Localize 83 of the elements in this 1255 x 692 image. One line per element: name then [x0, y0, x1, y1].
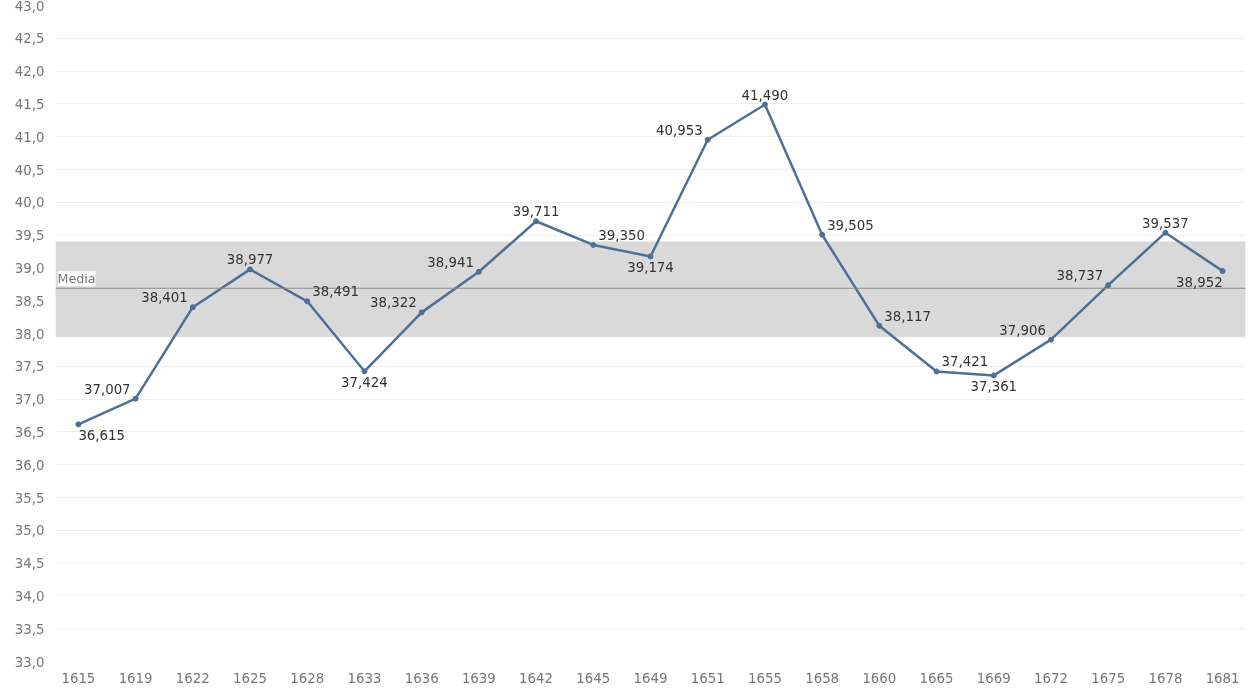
y-tick-label: 36,0	[14, 457, 45, 473]
y-tick-label: 35,0	[14, 523, 45, 539]
text: 41,490	[741, 87, 789, 103]
x-tick-label: 1649	[633, 670, 668, 686]
text: 37,906	[999, 322, 1046, 338]
x-tick-label: 1628	[290, 670, 325, 686]
x-tick-label: 1665	[919, 670, 954, 686]
point	[304, 298, 311, 305]
y-tick-label: 35,5	[14, 490, 45, 506]
text: 39,350	[598, 227, 645, 243]
point	[704, 136, 711, 143]
text: 38,941	[427, 254, 474, 270]
point	[933, 368, 940, 375]
point	[361, 368, 368, 375]
y-tick-label: 40,5	[14, 162, 45, 178]
y-tick-label: 33,0	[14, 654, 45, 670]
y-tick-label: 36,5	[14, 424, 45, 440]
point	[876, 322, 883, 329]
y-tick-label: 34,0	[14, 588, 45, 604]
point	[132, 395, 139, 402]
point	[590, 241, 597, 248]
y-tick-label: 37,0	[14, 392, 45, 408]
text: 39,537	[1142, 215, 1189, 231]
y-tick-label: 37,5	[14, 359, 45, 375]
y-tick-label: 42,0	[14, 64, 45, 80]
y-tick-label: 39,0	[14, 260, 45, 276]
text: 39,174	[627, 260, 674, 276]
x-tick-label: 1625	[233, 670, 267, 686]
text: 37,361	[970, 379, 1018, 395]
text: 38,952	[1175, 275, 1223, 291]
text: 38,737	[1056, 268, 1104, 284]
text: 39,711	[512, 204, 560, 220]
x-tick-label: 1678	[1148, 670, 1183, 686]
x-tick-label: 1619	[118, 670, 153, 686]
point	[819, 231, 826, 238]
point	[1047, 336, 1054, 343]
point	[647, 253, 654, 260]
point	[990, 372, 997, 379]
point	[475, 268, 482, 275]
text: 39,505	[827, 217, 874, 233]
x-tick-label: 1622	[175, 670, 210, 686]
x-tick-label: 1681	[1205, 670, 1240, 686]
text: 38,322	[370, 295, 417, 311]
x-tick-label: 1672	[1034, 670, 1068, 686]
point	[533, 218, 540, 225]
text: 37,007	[83, 381, 131, 397]
text: 36,615	[78, 428, 126, 444]
text: 38,977	[226, 252, 274, 268]
y-tick-label: 43,0	[14, 0, 45, 14]
y-tick-label: 38,0	[14, 326, 45, 342]
x-tick-label: 1645	[576, 670, 611, 686]
text: 37,424	[341, 375, 388, 391]
text: 37,421	[941, 354, 989, 370]
y-tick-label: 38,5	[14, 293, 45, 309]
x-tick-label: 1655	[747, 670, 782, 686]
x-tick-label: 1633	[347, 670, 382, 686]
point	[1105, 282, 1112, 289]
x-tick-label: 1660	[862, 670, 897, 686]
point	[418, 309, 425, 316]
point	[189, 304, 196, 311]
x-tick-label: 1669	[976, 670, 1011, 686]
y-tick-label: 41,0	[14, 129, 45, 145]
y-tick-label: 42,5	[14, 31, 45, 47]
text: 38,491	[312, 284, 359, 300]
y-tick-label: 39,5	[14, 228, 45, 244]
x-tick-label: 1636	[404, 670, 439, 686]
x-tick-label: 1675	[1091, 670, 1126, 686]
x-tick-label: 1651	[690, 670, 725, 686]
text: 38,401	[141, 290, 188, 306]
x-tick-label: 1615	[61, 670, 96, 686]
ref-line-label: Media	[57, 271, 96, 287]
point	[1219, 268, 1226, 275]
x-tick-label: 1642	[519, 670, 554, 686]
y-tick-label: 34,5	[14, 556, 45, 572]
y-tick-label: 40,0	[14, 195, 45, 211]
x-tick-label: 1639	[461, 670, 496, 686]
text: 40,953	[656, 122, 703, 138]
y-tick-label: 33,5	[14, 621, 45, 637]
y-tick-label: 41,5	[14, 96, 45, 112]
point	[247, 266, 254, 273]
text: 38,117	[884, 308, 931, 324]
point	[75, 421, 82, 428]
x-tick-label: 1658	[805, 670, 840, 686]
